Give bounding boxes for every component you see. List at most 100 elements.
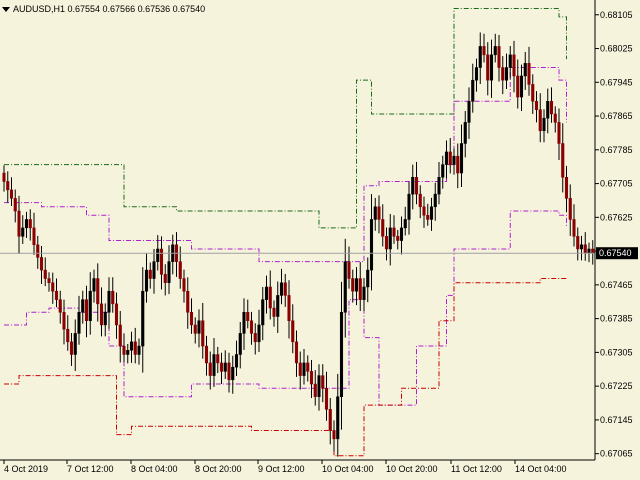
candle-body xyxy=(249,320,254,334)
candle-body xyxy=(497,46,501,68)
candle-body xyxy=(279,282,284,296)
candle-body xyxy=(223,362,227,372)
candle-body xyxy=(339,312,344,397)
candle-body xyxy=(77,312,81,334)
candle-body xyxy=(133,341,137,355)
y-tick-label: 0.67465 xyxy=(600,280,633,290)
candle-body xyxy=(13,198,17,212)
candle-body xyxy=(159,248,164,275)
candle-body xyxy=(96,278,100,305)
candle-body xyxy=(62,312,66,330)
candle-body xyxy=(148,269,152,279)
candle-body xyxy=(519,75,524,98)
candle-body xyxy=(467,101,471,123)
candle-body xyxy=(201,320,205,347)
candle-body xyxy=(193,324,197,334)
candle-body xyxy=(486,54,490,81)
candle-body xyxy=(471,79,475,102)
candle-body xyxy=(388,227,392,250)
candle-body xyxy=(17,210,21,237)
candle-body xyxy=(561,143,565,178)
candle-body xyxy=(557,122,561,144)
candle-body xyxy=(272,307,276,317)
candle-body xyxy=(69,341,74,355)
candle-body xyxy=(264,286,269,300)
candle-body xyxy=(186,290,190,313)
candle-body xyxy=(309,371,314,385)
candle-body xyxy=(152,261,156,279)
candle-body xyxy=(534,101,539,110)
candle-body xyxy=(478,46,482,68)
candle-body xyxy=(351,278,355,292)
candle-body xyxy=(298,362,302,376)
candle-body xyxy=(197,320,201,334)
candle-body xyxy=(396,236,400,241)
candle-body xyxy=(137,345,141,355)
candle-body xyxy=(126,350,130,355)
candle-body xyxy=(493,46,497,56)
y-tick-label: 0.68025 xyxy=(600,44,633,54)
candle-body xyxy=(384,236,389,250)
candle-body xyxy=(437,176,441,195)
candle-body xyxy=(306,362,310,372)
candle-body xyxy=(9,189,14,199)
candle-body xyxy=(407,193,411,220)
candle-body xyxy=(291,320,295,343)
candle-body xyxy=(321,375,325,389)
candle-body xyxy=(377,206,381,220)
candle-body xyxy=(328,409,332,431)
candle-body xyxy=(362,286,366,300)
candle-body xyxy=(392,227,396,237)
candle-body xyxy=(373,206,377,220)
candle-body xyxy=(294,341,299,364)
candle-body xyxy=(587,248,591,254)
x-tick-label: 10 Oct 04:00 xyxy=(322,464,374,474)
candle-body xyxy=(343,261,347,313)
y-tick-label: 0.67785 xyxy=(600,145,633,155)
y-tick-label: 0.67385 xyxy=(600,314,633,324)
candle-body xyxy=(216,354,220,364)
candle-body xyxy=(208,362,212,376)
candle-body xyxy=(591,248,595,254)
candle-body xyxy=(73,333,77,355)
candle-body xyxy=(403,219,407,229)
candle-body xyxy=(144,269,149,292)
candle-body xyxy=(283,282,287,296)
candle-body xyxy=(189,312,194,326)
candle-body xyxy=(204,345,209,364)
symbol-ohlc-text: AUDUSD,H1 0.67554 0.67566 0.67536 0.6754… xyxy=(13,4,206,14)
candle-body xyxy=(429,206,434,220)
candle-body xyxy=(411,176,415,195)
candle-body xyxy=(549,101,554,115)
candle-body xyxy=(441,164,445,178)
y-tick-label: 0.67945 xyxy=(600,77,633,87)
y-tick-label: 0.67625 xyxy=(600,212,633,222)
y-tick-label: 0.67865 xyxy=(600,111,633,121)
candle-body xyxy=(459,143,464,174)
candle-body xyxy=(452,155,456,165)
candle-body xyxy=(99,303,104,326)
candle-body xyxy=(553,113,557,123)
candle-body xyxy=(51,282,55,292)
triangle-down-icon[interactable] xyxy=(2,6,10,12)
candle-body xyxy=(32,227,36,246)
candle-body xyxy=(399,227,404,241)
candle-body xyxy=(92,278,96,292)
candle-body xyxy=(182,278,186,292)
chart-header: AUDUSD,H1 0.67554 0.67566 0.67536 0.6754… xyxy=(2,4,205,14)
x-tick-label: 8 Oct 04:00 xyxy=(131,464,178,474)
candle-body xyxy=(489,54,494,81)
candle-body xyxy=(463,122,467,144)
candle-body xyxy=(238,333,242,355)
candle-body xyxy=(583,244,587,254)
candle-body xyxy=(358,278,362,300)
candle-body xyxy=(366,269,370,288)
x-tick-label: 4 Oct 2019 xyxy=(4,464,48,474)
candle-body xyxy=(354,278,359,292)
candle-body xyxy=(118,324,122,347)
candle-body xyxy=(257,324,261,343)
candle-body xyxy=(242,312,246,334)
candle-body xyxy=(433,193,437,208)
